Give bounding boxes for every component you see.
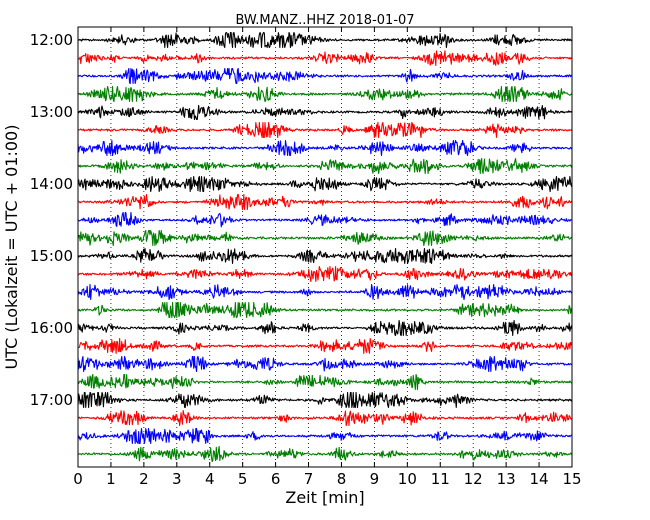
seismic-trace-1645 [77, 373, 573, 391]
y-axis-label: UTC (Lokalzeit = UTC + 01:00) [2, 125, 21, 370]
seismic-trace-1600 [77, 319, 573, 337]
x-tick-label: 11 [431, 470, 450, 488]
y-axis-ticks: 12:00 13:00 14:00 15:00 16:00 17:00 [30, 31, 572, 409]
x-tick-label: 4 [205, 470, 215, 488]
x-tick-label: 13 [497, 470, 516, 488]
seismic-trace-1730 [77, 427, 573, 445]
x-tick-label: 6 [271, 470, 281, 488]
seismic-trace-1545 [77, 301, 573, 319]
seismic-trace-1245 [77, 85, 573, 103]
seismic-trace-1715 [77, 409, 573, 427]
y-tick-label: 13:00 [30, 103, 73, 121]
seismic-trace-1630 [77, 355, 573, 373]
x-tick-label: 1 [106, 470, 116, 488]
seismic-trace-1745 [77, 445, 573, 463]
x-tick-label: 10 [398, 470, 417, 488]
seismic-trace-1400 [77, 175, 573, 193]
y-tick-label: 12:00 [30, 31, 73, 49]
seismic-trace-1315 [77, 121, 573, 139]
seismic-trace-1200 [77, 31, 573, 49]
seismic-trace-1330 [77, 139, 573, 157]
x-tick-label: 12 [464, 470, 483, 488]
x-tick-label: 3 [172, 470, 182, 488]
y-tick-label: 16:00 [30, 319, 73, 337]
seismic-trace-1515 [77, 265, 573, 283]
grid-lines [110, 27, 540, 467]
seismic-trace-1430 [77, 211, 573, 228]
x-tick-label: 9 [370, 470, 380, 488]
seismic-trace-1415 [77, 193, 573, 211]
y-tick-label: 14:00 [30, 175, 73, 193]
seismic-trace-1300 [77, 104, 573, 121]
y-tick-label: 17:00 [30, 391, 73, 409]
seismic-trace-1230 [77, 67, 573, 85]
x-tick-label: 7 [304, 470, 314, 488]
x-axis-ticks: 0 1 2 3 4 5 6 7 8 9 10 11 12 13 14 15 [73, 27, 582, 488]
chart-title: BW.MANZ..HHZ 2018-01-07 [235, 13, 414, 28]
x-tick-label: 8 [337, 470, 347, 488]
x-tick-label: 15 [562, 470, 581, 488]
seismic-trace-1700 [77, 391, 573, 409]
seismic-trace-1215 [77, 50, 573, 67]
seismic-trace-1445 [77, 229, 573, 247]
x-tick-label: 0 [73, 470, 83, 488]
x-tick-label: 14 [530, 470, 549, 488]
seismic-trace-1530 [77, 283, 573, 301]
seismic-traces [77, 31, 573, 463]
x-axis-label: Zeit [min] [285, 488, 364, 507]
plot-frame [77, 26, 573, 468]
seismic-trace-1615 [77, 337, 573, 355]
seismic-trace-1500 [77, 247, 573, 265]
seismic-trace-1345 [77, 157, 573, 175]
x-tick-label: 2 [139, 470, 149, 488]
x-tick-label: 5 [238, 470, 248, 488]
y-tick-label: 15:00 [30, 247, 73, 265]
